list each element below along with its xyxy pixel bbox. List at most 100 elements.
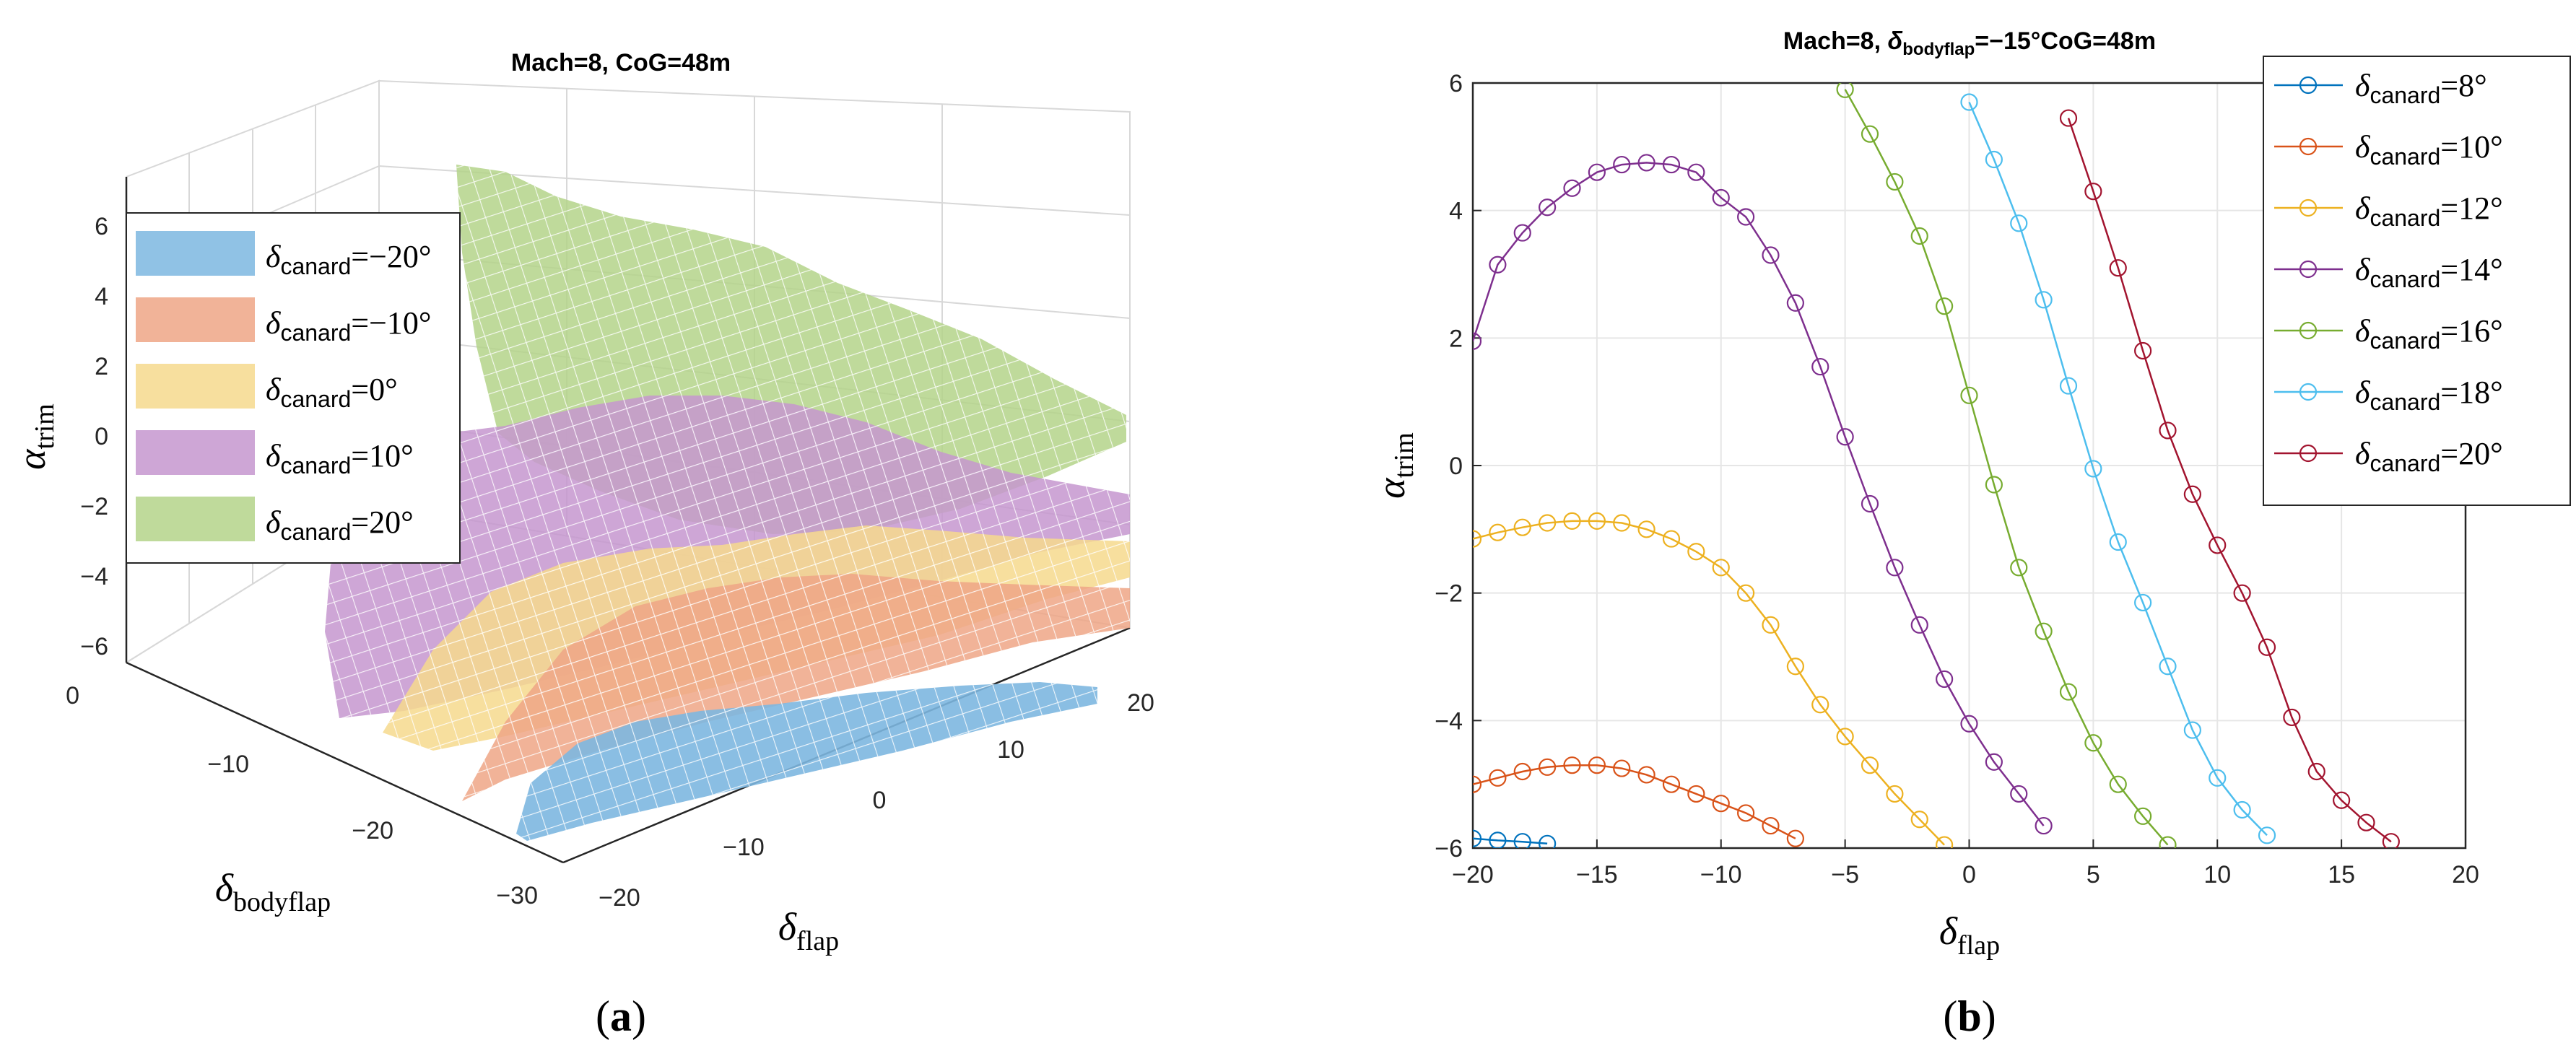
- panel-b: Mach=8, δbodyflap=−15°CoG=48m −20 −15 −10−…: [1370, 27, 2571, 1040]
- series-line: [1473, 162, 2045, 826]
- data-point: [1985, 753, 2003, 771]
- caption-a: (a): [596, 992, 646, 1040]
- y-tick: −20: [352, 817, 393, 844]
- data-point: [1762, 616, 1780, 634]
- y-tick-label: 2: [1449, 325, 1463, 352]
- data-point: [1936, 670, 1954, 689]
- data-point: [1637, 520, 1655, 538]
- data-point: [1588, 756, 1606, 774]
- x-tick: −10: [723, 834, 765, 861]
- legend-b-entry: δcanard=12°: [2355, 191, 2503, 231]
- data-point: [1886, 785, 1904, 803]
- series-16-deg: [1836, 83, 2177, 848]
- legend-b-entry: δcanard=8°: [2355, 68, 2487, 108]
- data-point: [1936, 297, 1954, 315]
- panel-a: Mach=8, CoG=48m: [10, 49, 1154, 1040]
- data-point: [1861, 494, 1879, 513]
- x-axis-label-a: δflap: [778, 905, 839, 956]
- legend-b-entry: δcanard=18°: [2355, 375, 2503, 415]
- data-point: [1513, 833, 1531, 848]
- data-point: [1489, 831, 1507, 848]
- z-tick: −6: [80, 633, 108, 660]
- data-point: [1910, 811, 1928, 829]
- data-point: [1910, 616, 1928, 634]
- data-point: [2084, 183, 2102, 201]
- x-tick-label: −20: [1452, 861, 1494, 888]
- y-tick-label: −6: [1435, 835, 1463, 863]
- data-point: [1861, 125, 1879, 143]
- series-b: [1473, 83, 2400, 848]
- data-point: [2035, 816, 2053, 835]
- data-point: [1910, 227, 1928, 245]
- data-point: [1637, 766, 1655, 784]
- data-point: [1563, 179, 1581, 197]
- legend-b-marker: [2299, 444, 2318, 463]
- x-tick: 0: [873, 787, 887, 814]
- data-point: [2159, 658, 2177, 676]
- y-tick: −10: [207, 751, 249, 778]
- data-point: [1985, 476, 2003, 494]
- series-10-deg: [1473, 756, 1804, 847]
- data-point: [1489, 256, 1507, 274]
- data-point: [1861, 756, 1879, 774]
- data-point: [1936, 836, 1954, 848]
- data-point: [2307, 762, 2325, 781]
- x-axis-label-b: δflap: [1939, 909, 2000, 961]
- series-18-deg: [1960, 93, 2276, 844]
- legend-b: δcanard=8° δcanard=10° δcanard=12° δcanard=…: [2263, 56, 2571, 506]
- data-point: [1662, 775, 1681, 793]
- data-point: [1473, 530, 1482, 548]
- x-tick-label: −5: [1831, 861, 1859, 888]
- y-tick-label: −2: [1435, 580, 1463, 608]
- x-tick: 10: [997, 736, 1024, 764]
- data-point: [1539, 514, 1557, 532]
- surface-canard-m10: [462, 574, 1130, 801]
- data-point: [2258, 826, 2276, 844]
- data-point: [1539, 198, 1557, 217]
- x-tick-label: 5: [2087, 861, 2100, 888]
- data-point: [1737, 208, 1755, 226]
- data-point: [2183, 721, 2201, 739]
- legend-a-swatch: [136, 231, 255, 276]
- data-point: [2159, 422, 2177, 440]
- data-point: [1489, 769, 1507, 787]
- data-point: [2283, 708, 2301, 727]
- caption-b: (b): [1943, 992, 1996, 1040]
- legend-a-entry: δcanard=0°: [266, 372, 398, 412]
- data-point: [2010, 785, 2028, 803]
- series-line: [2067, 118, 2392, 843]
- legend-b-marker: [2299, 76, 2318, 95]
- legend-b-marker: [2299, 321, 2318, 340]
- series-12-deg: [1473, 512, 1954, 848]
- legend-a: δcanard=−20° δcanard=−10° δcanard=0° δcanar…: [126, 212, 461, 564]
- z-axis-label: αtrim: [10, 403, 60, 470]
- data-point: [1786, 829, 1804, 847]
- series-line: [1968, 102, 2268, 837]
- data-point: [1563, 512, 1581, 530]
- series-20-deg: [2059, 109, 2400, 848]
- z-ticks: 6 4 2 0 −2 −4 −6: [80, 213, 108, 660]
- data-point: [2059, 377, 2078, 395]
- y-axis-label-b: αtrim: [1370, 432, 1419, 499]
- data-point: [2059, 109, 2078, 127]
- data-point: [1712, 559, 1730, 577]
- data-point: [2159, 836, 2177, 848]
- data-point: [1513, 762, 1531, 781]
- data-point: [1811, 696, 1829, 714]
- data-point: [2035, 291, 2053, 309]
- data-point: [2233, 584, 2251, 602]
- data-point: [1687, 163, 1705, 181]
- data-point: [2109, 775, 2127, 793]
- data-point: [1613, 514, 1631, 532]
- data-point: [2233, 800, 2251, 819]
- data-point: [2209, 536, 2227, 554]
- data-point: [2134, 807, 2152, 825]
- data-point: [1687, 543, 1705, 561]
- data-point: [1473, 332, 1482, 350]
- legend-a-entry: δcanard=10°: [266, 438, 414, 479]
- x-tick-label: −15: [1576, 861, 1618, 888]
- data-point: [1886, 559, 1904, 577]
- legend-a-swatch: [136, 497, 255, 541]
- y-tick-label: 6: [1449, 70, 1463, 97]
- legend-a-swatch: [136, 430, 255, 475]
